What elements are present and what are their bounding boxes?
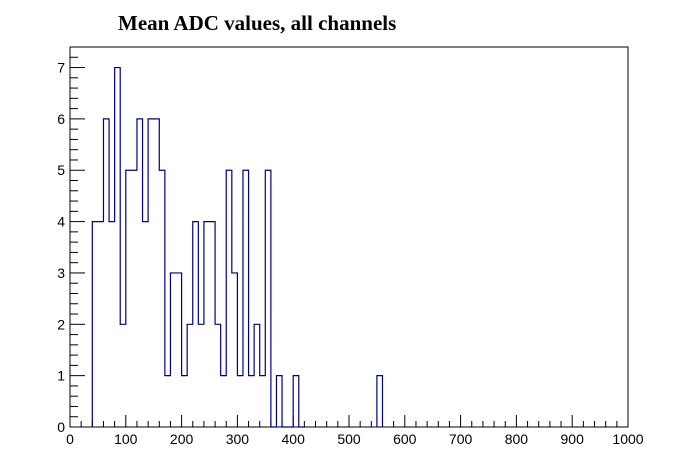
- y-tick-label: 6: [57, 111, 65, 127]
- histogram-bin: [148, 119, 154, 427]
- histogram-bin: [193, 222, 199, 427]
- y-tick-label: 3: [57, 265, 65, 281]
- histogram-bin: [187, 324, 193, 427]
- histogram-bin: [226, 170, 232, 427]
- y-tick-label: 1: [57, 368, 65, 384]
- histogram-bin: [120, 324, 126, 427]
- histogram-bin: [126, 170, 132, 427]
- x-tick-label: 400: [282, 431, 306, 447]
- histogram-bin: [92, 222, 98, 427]
- x-tick-label: 800: [505, 431, 529, 447]
- histogram-bin: [293, 376, 299, 427]
- x-tick-label: 700: [449, 431, 473, 447]
- histogram-bin: [232, 273, 238, 427]
- x-tick-label: 300: [226, 431, 250, 447]
- histogram-bin: [249, 376, 255, 427]
- x-tick-label: 900: [561, 431, 585, 447]
- histogram-bin: [109, 222, 115, 427]
- histogram-bin: [198, 324, 204, 427]
- histogram-bin: [260, 376, 266, 427]
- histogram-bin: [165, 376, 171, 427]
- y-axis: 0 1 2 3 4 5 6 7: [57, 46, 85, 435]
- x-tick-label: 200: [170, 431, 194, 447]
- x-axis: 0 100 200 300 400 500 600 700 800 900 1000: [66, 415, 644, 447]
- histogram-bin: [254, 324, 260, 427]
- histogram-bin: [103, 119, 109, 427]
- x-tick-label: 0: [66, 431, 74, 447]
- y-tick-label: 7: [57, 60, 65, 76]
- histogram-bin: [204, 222, 210, 427]
- histogram-bin: [154, 119, 160, 427]
- x-tick-label: 100: [114, 431, 138, 447]
- y-tick-label: 5: [57, 162, 65, 178]
- histogram-bin: [170, 273, 176, 427]
- plot-frame: [69, 46, 629, 428]
- histogram-bin: [276, 376, 282, 427]
- histogram-outline: [91, 66, 384, 428]
- histogram-bin: [215, 324, 221, 427]
- histogram-bin: [115, 68, 121, 427]
- histogram-bin: [265, 170, 271, 427]
- histogram-bin: [210, 222, 216, 427]
- histogram-bin: [243, 170, 249, 427]
- y-tick-label: 0: [57, 419, 65, 435]
- histogram-bin: [176, 273, 182, 427]
- x-tick-label: 500: [337, 431, 361, 447]
- histogram-bin: [221, 376, 227, 427]
- histogram-bin: [131, 170, 137, 427]
- chart-title: Mean ADC values, all channels: [118, 11, 396, 35]
- histogram-bin: [98, 222, 104, 427]
- histogram-bin: [182, 376, 188, 427]
- histogram-bin: [143, 222, 149, 427]
- histogram-bin: [377, 376, 383, 427]
- histogram-bin: [159, 170, 165, 427]
- histogram-bin: [137, 119, 143, 427]
- histogram-bin: [237, 376, 243, 427]
- y-tick-label: 4: [57, 214, 65, 230]
- x-tick-label: 1000: [612, 431, 643, 447]
- y-tick-label: 2: [57, 316, 65, 332]
- x-tick-label: 600: [393, 431, 417, 447]
